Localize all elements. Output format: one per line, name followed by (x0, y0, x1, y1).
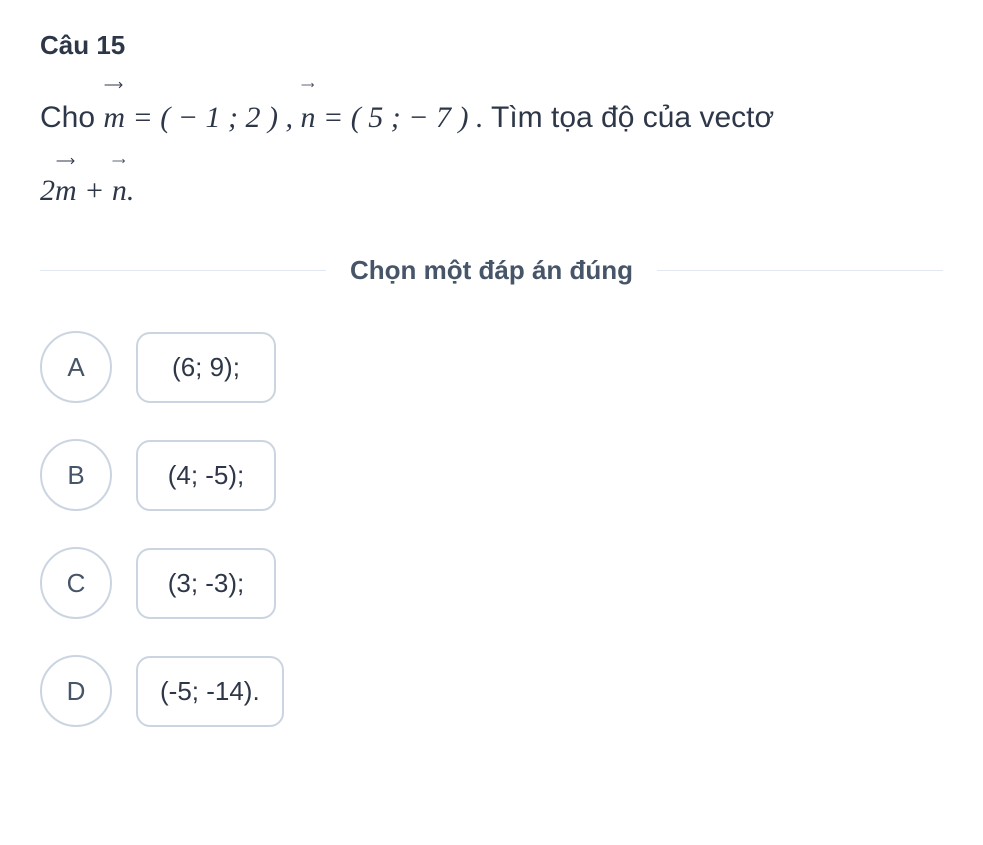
text-cho: Cho (40, 101, 103, 134)
options-list: A (6; 9); B (4; -5); C (3; -3); D (-5; -… (40, 331, 943, 727)
option-letter-a[interactable]: A (40, 331, 112, 403)
divider-left (40, 270, 326, 271)
option-c[interactable]: C (3; -3); (40, 547, 943, 619)
instruction-text: Chọn một đáp án đúng (326, 255, 657, 286)
m-symbol-2: m (55, 174, 77, 207)
period: . (469, 101, 492, 134)
option-value-b[interactable]: (4; -5); (136, 440, 276, 511)
option-b[interactable]: B (4; -5); (40, 439, 943, 511)
question-body-line1: Cho m = ( − 1 ; 2 ) , n = ( 5 ; − 7 ) . … (40, 81, 943, 145)
n-symbol: n (301, 101, 316, 134)
option-value-c[interactable]: (3; -3); (136, 548, 276, 619)
option-a[interactable]: A (6; 9); (40, 331, 943, 403)
m-paren-close: ) (261, 101, 279, 134)
divider-right (657, 270, 943, 271)
m-paren-open: ( (160, 101, 178, 134)
vector-m-2: m (55, 157, 77, 215)
n-symbol-2: n (112, 174, 127, 207)
comma: , (278, 101, 301, 134)
vector-arrow-icon (55, 155, 77, 167)
instruction-row: Chọn một đáp án đúng (40, 255, 943, 286)
m-value: − 1 ; 2 (178, 101, 261, 134)
tail-text: Tìm tọa độ của vectơ (491, 101, 774, 134)
m-equals: = (125, 101, 160, 134)
vector-m: m (103, 81, 125, 145)
option-value-a[interactable]: (6; 9); (136, 332, 276, 403)
question-title: Câu 15 (40, 30, 943, 61)
vector-arrow-icon (112, 155, 127, 167)
option-letter-d[interactable]: D (40, 655, 112, 727)
vector-arrow-icon (301, 79, 316, 91)
option-d[interactable]: D (-5; -14). (40, 655, 943, 727)
option-value-d[interactable]: (-5; -14). (136, 656, 284, 727)
m-symbol: m (103, 101, 125, 134)
n-equals: = (316, 101, 351, 134)
expr-2: 2 (40, 174, 55, 207)
option-letter-b[interactable]: B (40, 439, 112, 511)
vector-n-2: n (112, 157, 127, 215)
expr-dot: . (127, 174, 135, 207)
option-letter-c[interactable]: C (40, 547, 112, 619)
vector-arrow-icon (103, 79, 125, 91)
vector-n: n (301, 81, 316, 145)
question-body-line2: 2 m + n . (40, 157, 943, 215)
expr-plus: + (77, 174, 112, 207)
n-value: 5 ; − 7 (368, 101, 451, 134)
n-paren-close: ) (451, 101, 469, 134)
n-paren-open: ( (351, 101, 369, 134)
